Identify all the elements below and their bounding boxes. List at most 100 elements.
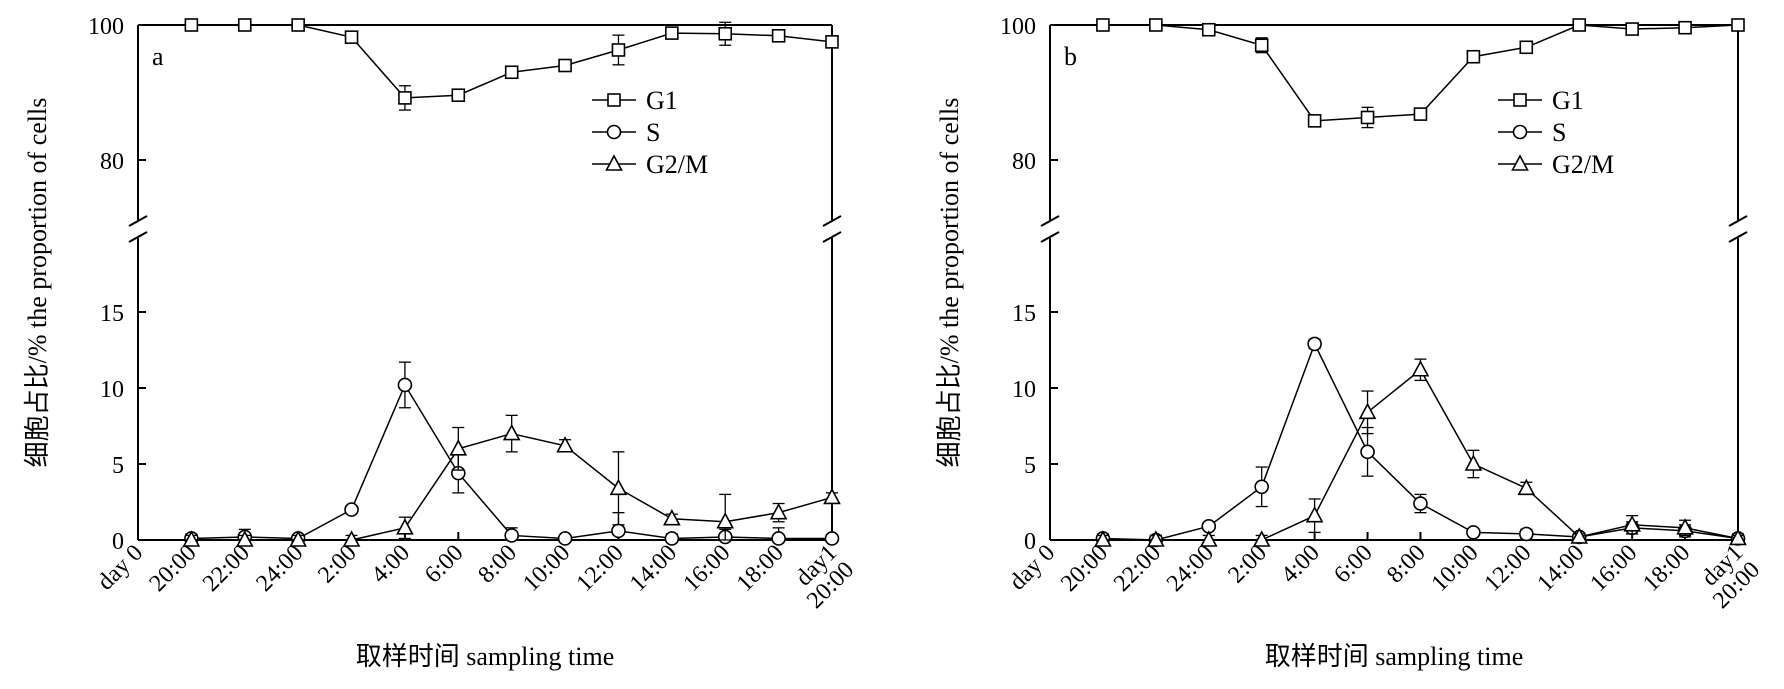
data-point-square — [771, 28, 786, 43]
x-tick-label-line: day 0 — [93, 540, 149, 596]
data-point-triangle — [663, 509, 681, 526]
x-tick-label-line: 10:00 — [1427, 540, 1484, 597]
x-tick-label: 6:00 — [420, 540, 469, 589]
data-point-square — [718, 26, 733, 41]
x-tick-label-line: 6:00 — [420, 540, 469, 589]
x-tick-label-line: 24:00 — [1162, 540, 1219, 597]
series-G1 — [1096, 18, 1745, 129]
x-tick-label-line: 8:00 — [473, 540, 522, 589]
x-tick-label: 18:00 — [1638, 540, 1695, 597]
data-point-triangle — [556, 436, 574, 453]
x-tick-label-line: 24:00 — [251, 540, 308, 597]
data-point-triangle — [1094, 530, 1112, 547]
x-axis-title: 取样时间 sampling time — [356, 642, 615, 671]
axis-break-mark — [1040, 231, 1060, 243]
data-point-triangle — [1305, 505, 1324, 523]
x-tick-label-line: 18:00 — [732, 540, 789, 597]
x-tick-label-line: day 0 — [1005, 540, 1061, 596]
x-tick-label: day120:00 — [1691, 540, 1765, 614]
x-tick-label: day 0 — [1005, 540, 1061, 596]
legend-label: G1 — [1552, 86, 1584, 115]
series-line — [191, 24, 833, 99]
legend-marker — [1511, 154, 1529, 171]
legend-item-G2-M: G2/M — [1498, 150, 1614, 179]
x-tick-label: 8:00 — [1382, 540, 1431, 589]
legend-label: G2/M — [646, 150, 708, 179]
legend-item-S: S — [592, 118, 660, 147]
y-tick-label: 80 — [100, 149, 124, 175]
data-point-triangle — [502, 423, 521, 441]
axis-break-mark — [1040, 215, 1060, 227]
data-point-triangle — [1570, 527, 1589, 544]
data-point-triangle — [1252, 530, 1271, 547]
x-tick-label-line: 2:00 — [1223, 540, 1272, 589]
series-line — [191, 383, 832, 540]
series-line — [1102, 24, 1739, 122]
x-tick-label-line: 22:00 — [1109, 540, 1166, 597]
data-point-triangle — [769, 502, 788, 520]
x-tick-label: 4:00 — [1276, 540, 1325, 589]
data-point-triangle — [1147, 530, 1165, 547]
x-tick-label: 16:00 — [1585, 540, 1642, 597]
panel-label: a — [152, 42, 164, 71]
x-tick-label: 24:00 — [1162, 540, 1219, 597]
x-tick-label: 14:00 — [1532, 540, 1589, 597]
y-tick-label: 10 — [1012, 377, 1036, 403]
data-point-circle — [557, 531, 573, 546]
data-point-square — [184, 18, 199, 32]
data-point-triangle — [1358, 402, 1377, 420]
data-point-square — [237, 18, 252, 32]
data-point-triangle — [182, 530, 201, 547]
data-point-triangle — [449, 439, 468, 456]
data-point-triangle — [396, 518, 414, 535]
x-tick-label: 22:00 — [1109, 540, 1166, 597]
legend-label: G2/M — [1552, 150, 1614, 179]
data-point-square — [1307, 114, 1322, 128]
x-tick-label: 22:00 — [198, 540, 255, 597]
data-point-circle — [1466, 525, 1481, 540]
y-tick-label: 15 — [100, 301, 124, 327]
y-tick-label: 100 — [1000, 14, 1036, 40]
data-point-circle — [1254, 479, 1269, 495]
data-point-circle — [1519, 526, 1534, 542]
data-point-circle — [1307, 336, 1322, 352]
data-point-square — [1466, 49, 1481, 64]
data-point-triangle — [716, 512, 735, 529]
legend-marker — [1512, 124, 1528, 140]
data-point-square — [1625, 22, 1639, 36]
series-line — [1102, 368, 1739, 541]
legend-label: G1 — [646, 86, 678, 115]
x-tick-label: 2:00 — [313, 540, 362, 589]
x-tick-label-line: 20:00 — [145, 540, 202, 597]
x-tick-label-line: 18:00 — [1638, 540, 1695, 597]
data-point-circle — [397, 377, 413, 393]
x-tick-label-line: 10:00 — [518, 540, 575, 597]
y-axis-title: 细胞占比/% the proportion of cells — [23, 98, 52, 468]
data-point-circle — [344, 502, 359, 517]
y-tick-label: 5 — [1024, 453, 1036, 479]
legend-label: S — [646, 118, 660, 147]
x-tick-label: 12:00 — [572, 540, 629, 597]
y-tick-label: 0 — [1024, 529, 1036, 555]
legend-marker — [1513, 93, 1527, 107]
data-point-triangle — [1729, 528, 1747, 546]
x-tick-label-line: 6:00 — [1329, 540, 1378, 589]
y-tick-label: 0 — [112, 529, 124, 555]
data-point-triangle — [1623, 515, 1641, 532]
series-G2-M — [1094, 358, 1747, 547]
data-point-triangle — [235, 530, 254, 547]
data-point-square — [1413, 107, 1428, 121]
data-point-square — [665, 26, 679, 40]
data-point-square — [398, 91, 412, 105]
x-tick-label: 10:00 — [518, 540, 575, 597]
data-point-square — [1731, 18, 1745, 32]
x-tick-label-line: 16:00 — [1585, 540, 1642, 597]
axis-break-mark — [128, 215, 148, 227]
data-point-square — [1519, 40, 1534, 55]
x-tick-label: 2:00 — [1223, 540, 1272, 589]
data-point-square — [504, 65, 519, 80]
data-point-triangle — [289, 530, 307, 547]
x-tick-label-line: 14:00 — [625, 540, 682, 597]
